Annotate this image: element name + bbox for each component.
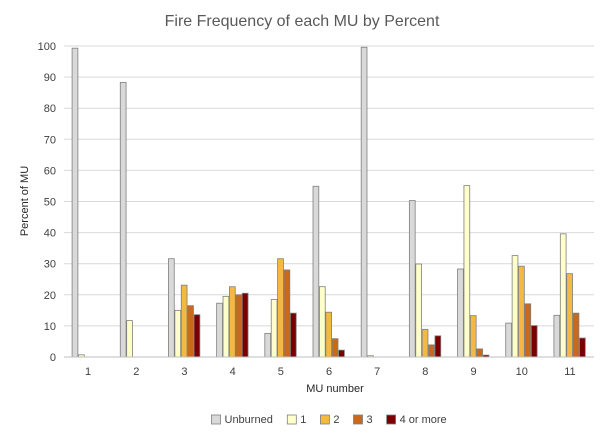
y-tick-label: 60: [44, 165, 56, 177]
bar-unburned-mu-7: [360, 46, 368, 358]
bar-2-mu-9: [469, 315, 477, 358]
bar-2-mu-5: [277, 258, 284, 358]
bar-1-mu-9: [463, 185, 471, 358]
y-tick-label: 70: [44, 134, 56, 146]
bar-unburned-mu-1: [71, 47, 79, 358]
bar-1-mu-3: [174, 309, 182, 358]
chart-title: Fire Frequency of each MU by Percent: [165, 13, 440, 30]
y-tick-label: 10: [44, 321, 56, 333]
x-tick-label: 11: [564, 366, 575, 378]
bar-1-mu-2: [126, 320, 133, 358]
legend-label: 2: [333, 414, 339, 426]
y-tick-label: 20: [44, 290, 56, 302]
bar-4-or-more-mu-8: [434, 335, 442, 358]
bar-unburned-mu-6: [312, 185, 320, 358]
bar-unburned-mu-10: [505, 322, 512, 358]
bar-2-mu-10: [518, 265, 525, 358]
legend-label: Unburned: [225, 414, 273, 426]
legend-label: 1: [300, 414, 306, 426]
bar-2-mu-6: [325, 311, 332, 358]
bar-1-mu-6: [318, 286, 326, 358]
bar-2-mu-11: [566, 273, 573, 358]
bar-unburned-mu-2: [119, 81, 127, 358]
bar-4-or-more-mu-11: [579, 337, 586, 358]
legend-label: 4 or more: [400, 414, 447, 426]
x-tick-label: 4: [230, 366, 236, 378]
bar-2-mu-8: [421, 328, 429, 358]
bar-3-mu-9: [476, 348, 483, 358]
x-tick-label: 9: [470, 366, 476, 378]
bars: [71, 46, 586, 358]
y-tick-label: 30: [44, 259, 56, 271]
x-tick-label: 5: [278, 366, 284, 378]
gridlines: [64, 45, 594, 327]
y-tick-label: 80: [44, 103, 56, 115]
bar-3-mu-4: [235, 294, 243, 358]
x-axis-title: MU number: [306, 383, 364, 395]
bar-3-mu-5: [283, 269, 291, 358]
x-tick-label: 3: [181, 366, 187, 378]
bar-unburned-mu-11: [553, 314, 561, 358]
bar-1-mu-10: [511, 255, 519, 358]
y-tick-label: 40: [44, 228, 56, 240]
bar-3-mu-6: [331, 338, 339, 358]
x-tick-label: 8: [422, 366, 428, 378]
bar-1-mu-11: [559, 233, 567, 358]
bar-4-or-more-mu-3: [193, 314, 201, 358]
y-axis-title: Percent of MU: [19, 166, 31, 236]
bar-1-mu-4: [222, 295, 230, 358]
bar-unburned-mu-3: [168, 258, 175, 358]
y-tick-label: 90: [44, 72, 56, 84]
legend-label: 3: [367, 414, 373, 426]
bar-3-mu-11: [572, 312, 580, 358]
legend-swatch: [353, 414, 363, 425]
bar-unburned-mu-8: [408, 200, 416, 358]
bar-4-or-more-mu-5: [290, 312, 297, 358]
bar-3-mu-8: [428, 344, 435, 358]
legend-swatch: [319, 414, 330, 425]
legend-swatch: [386, 414, 397, 425]
bar-unburned-mu-4: [216, 302, 223, 358]
bar-4-or-more-mu-10: [530, 325, 538, 358]
legend-swatch: [286, 414, 297, 425]
bar-unburned-mu-5: [264, 332, 272, 358]
y-tick-label: 50: [44, 197, 56, 209]
x-tick-label: 7: [374, 366, 380, 378]
x-tick-label: 1: [85, 366, 91, 378]
legend-swatch: [211, 414, 221, 425]
x-tick-label: 6: [326, 366, 332, 378]
axes: 0 10 20 30 40 50 60 70 80 90 100 1 2 3 4 5 6 7 8 9 10 11: [38, 41, 594, 378]
bar-2-mu-3: [180, 284, 188, 358]
y-tick-label: 100: [38, 41, 56, 53]
bar-unburned-mu-9: [457, 268, 464, 358]
x-tick-label: 10: [516, 366, 528, 378]
bar-4-or-more-mu-6: [338, 349, 345, 358]
bar-3-mu-3: [187, 305, 194, 358]
x-tick-label: 2: [133, 366, 139, 378]
legend: Unburned 1 2 3 4 or more: [211, 414, 447, 426]
bar-1-mu-8: [415, 263, 422, 358]
y-tick-label: 0: [50, 352, 56, 364]
bar-3-mu-10: [524, 303, 532, 358]
bar-4-or-more-mu-4: [241, 292, 249, 358]
bar-2-mu-4: [229, 286, 236, 358]
bar-1-mu-5: [270, 299, 278, 358]
